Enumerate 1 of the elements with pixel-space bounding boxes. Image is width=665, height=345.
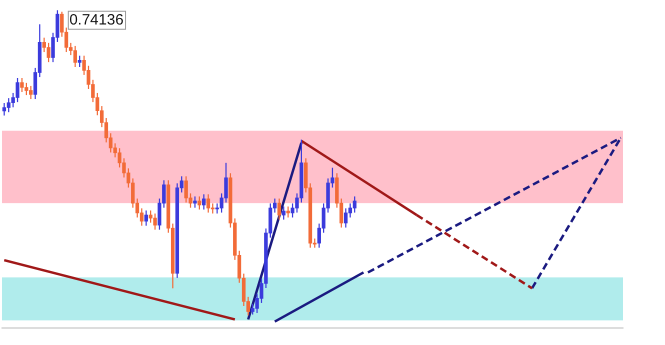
annotation: 0.74136 (69, 11, 124, 28)
